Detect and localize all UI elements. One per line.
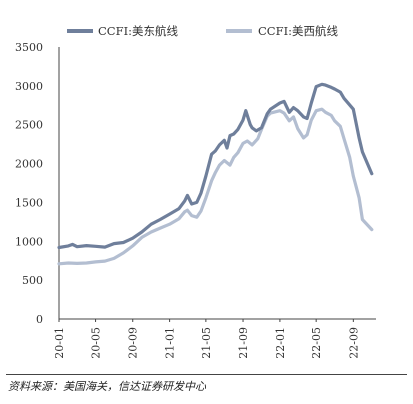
y-tick-label: 2500: [15, 119, 43, 132]
y-tick-labels: 0 500 1000 1500 2000 2500 3000 3500: [15, 41, 43, 326]
footer-divider: [6, 374, 407, 375]
series-line-east: [57, 82, 374, 250]
y-tick-label: 3000: [15, 80, 43, 93]
axes: [58, 47, 376, 320]
x-tick-label: 22-01: [274, 327, 287, 359]
series-lines: [57, 82, 374, 266]
legend-label-west: CCFI:美西航线: [258, 24, 338, 38]
legend: CCFI:美东航线 CCFI:美西航线: [67, 24, 338, 38]
series-line-west: [57, 107, 374, 266]
x-tick-labels: 20-01 20-05 20-09 21-01 21-05 21-09 22-01 22-05…: [53, 319, 360, 359]
legend-label-east: CCFI:美东航线: [98, 24, 178, 38]
y-tick-label: 2000: [15, 158, 43, 171]
x-tick-label: 21-05: [200, 327, 213, 359]
x-tick-label: 20-01: [53, 327, 66, 359]
y-tick-label: 0: [36, 313, 43, 326]
y-tick-label: 1000: [15, 235, 43, 248]
source-note: 资料来源：美国海关，信达证券研发中心: [8, 380, 206, 393]
x-tick-label: 21-09: [237, 327, 250, 359]
x-tick-label: 22-09: [347, 327, 360, 359]
x-tick-label: 20-05: [90, 327, 103, 359]
x-tick-label: 20-09: [127, 327, 140, 359]
x-tick-label: 21-01: [164, 327, 177, 359]
y-tick-label: 3500: [15, 41, 43, 54]
x-tick-label: 22-05: [310, 327, 323, 359]
y-tick-label: 1500: [15, 196, 43, 209]
y-tick-label: 500: [22, 274, 43, 287]
